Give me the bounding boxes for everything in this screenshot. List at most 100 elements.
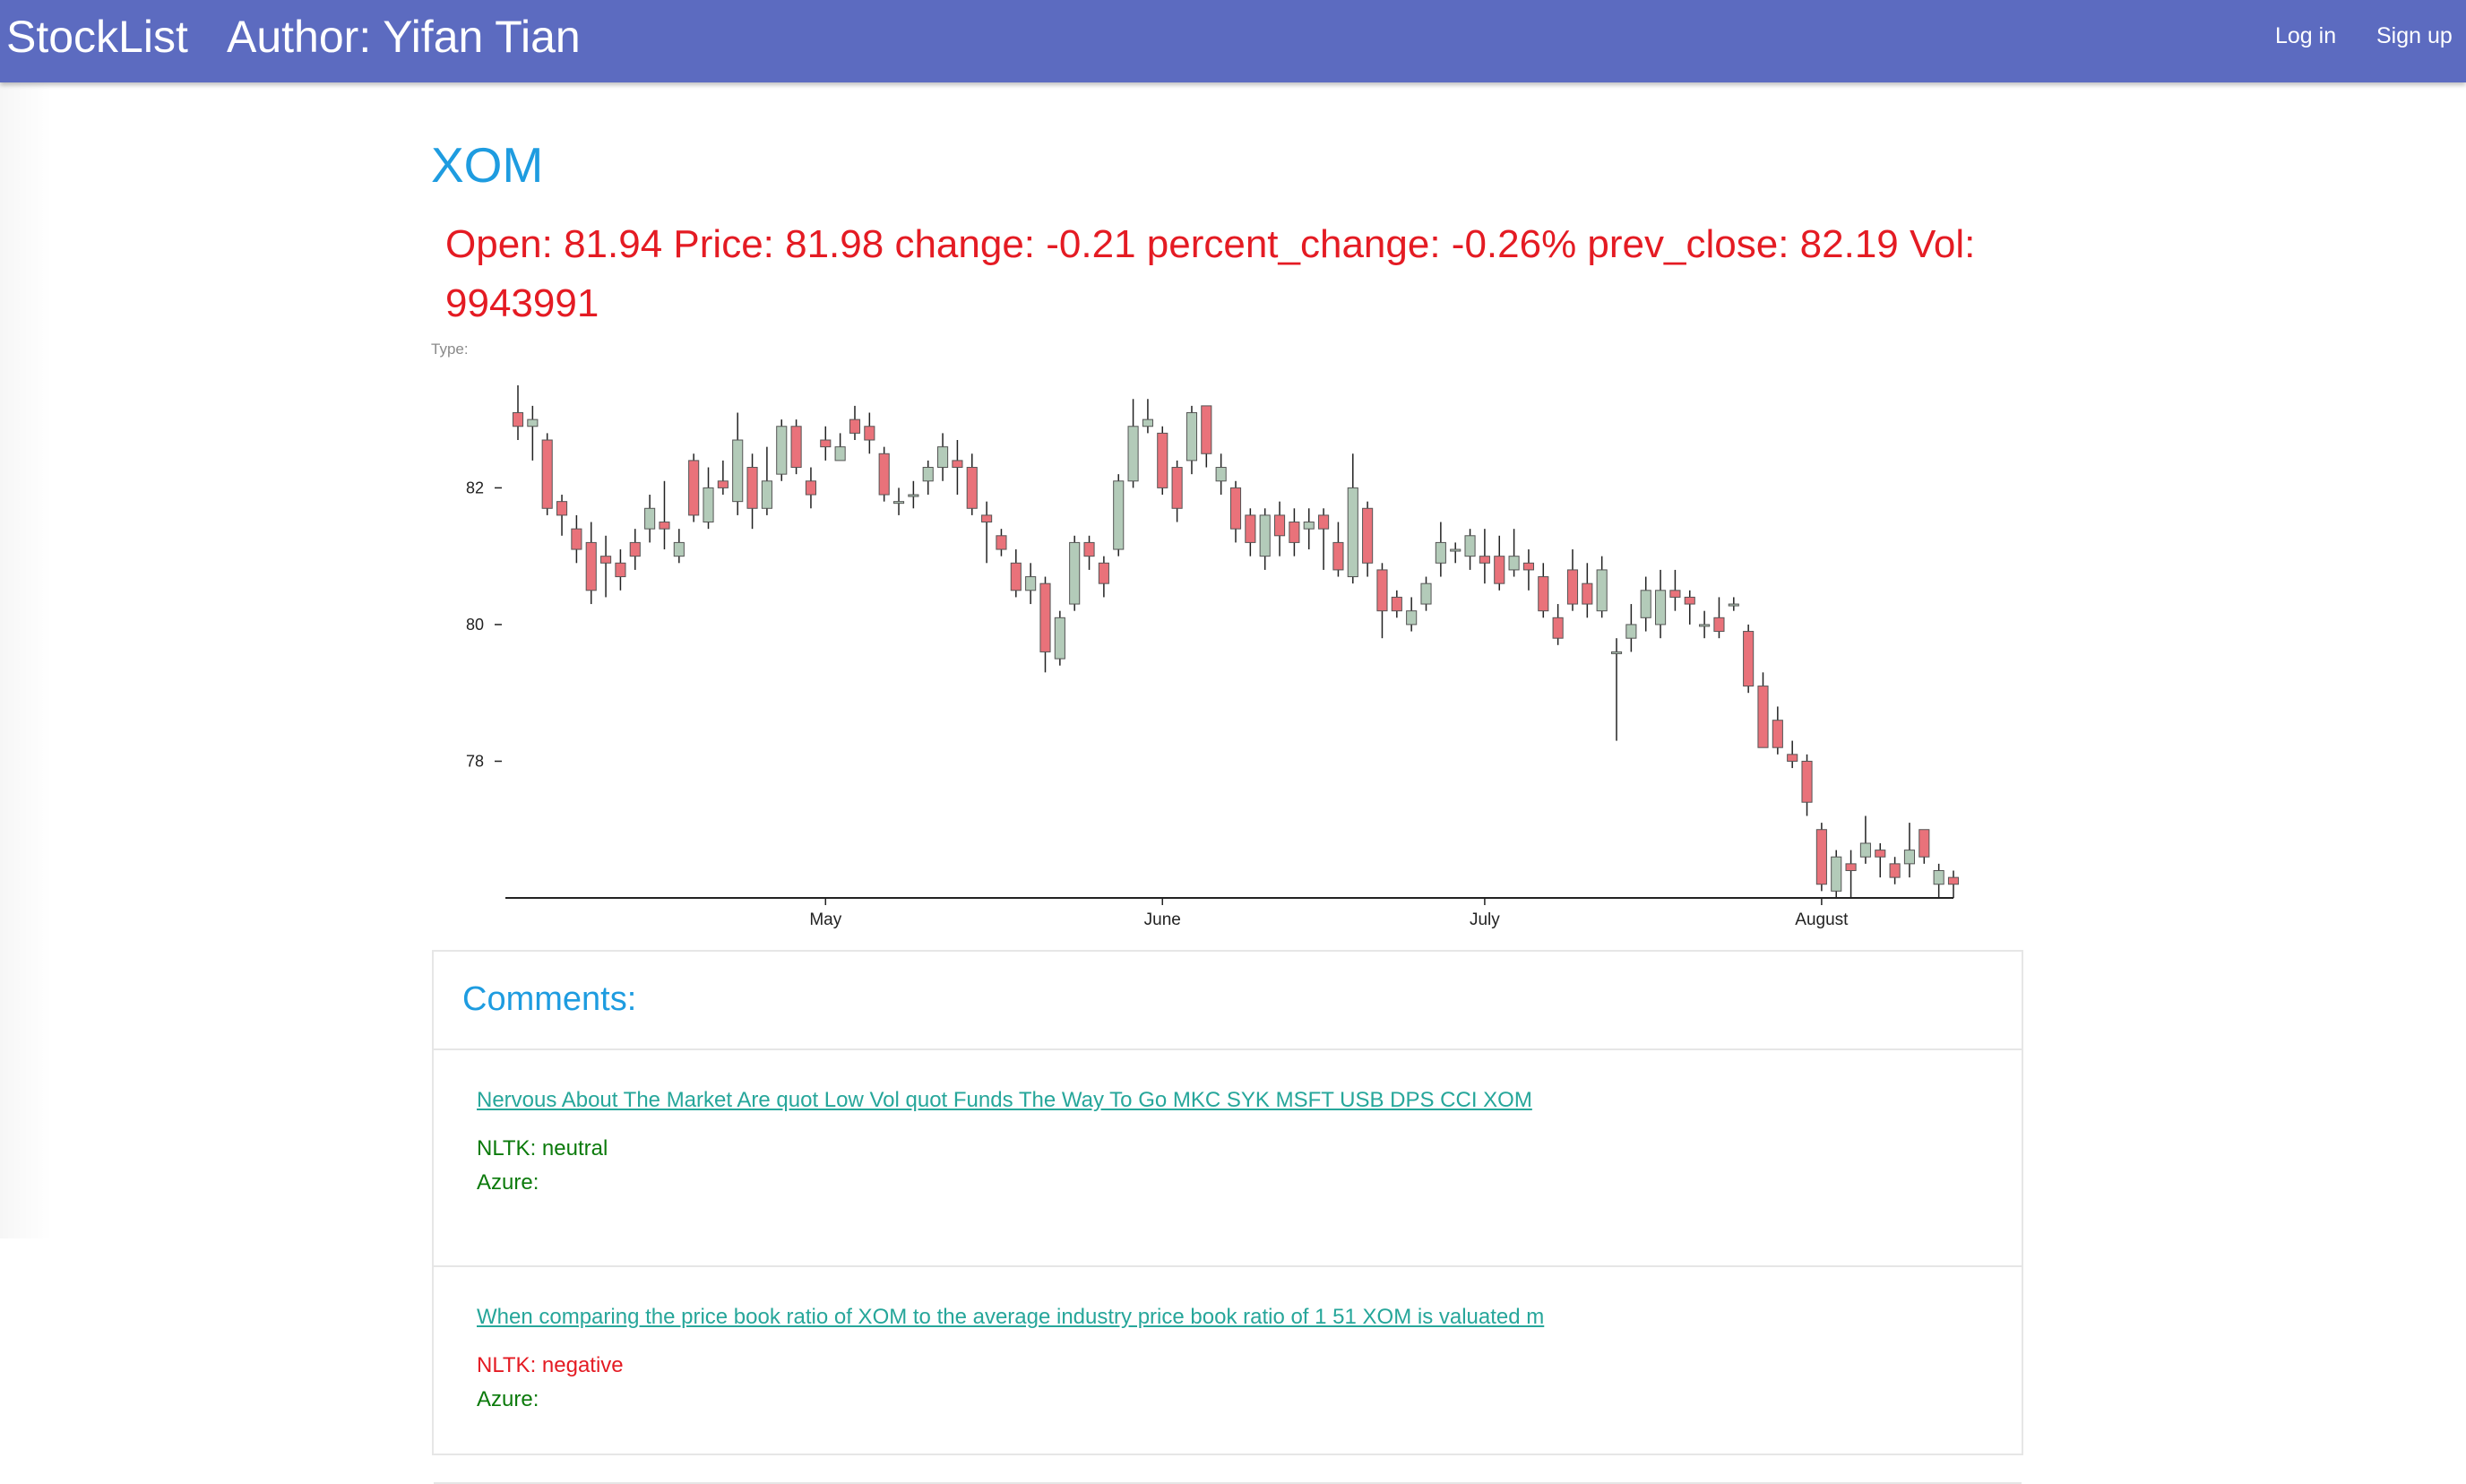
- nltk-sentiment: NLTK: neutral: [477, 1136, 608, 1160]
- candle: [1757, 672, 1769, 748]
- candle-body: [1010, 562, 1022, 591]
- comments-header: Comments:: [434, 952, 2022, 1050]
- candle-body: [996, 535, 1007, 550]
- candle-body: [1538, 576, 1549, 612]
- candle-body: [1903, 850, 1916, 865]
- candle: [615, 549, 626, 591]
- candle: [1801, 754, 1813, 816]
- candle-body: [1039, 582, 1051, 652]
- candle: [1347, 453, 1358, 584]
- candle-body: [1947, 876, 1960, 885]
- candle-body: [1245, 514, 1256, 543]
- candle: [1025, 563, 1037, 605]
- candle-body: [1273, 514, 1286, 537]
- candle: [1259, 508, 1271, 570]
- candle: [834, 433, 846, 462]
- candle-body: [966, 467, 978, 509]
- candle: [1815, 823, 1827, 892]
- candle-body: [746, 467, 758, 509]
- candles-group: [512, 385, 1960, 898]
- candle: [1391, 590, 1402, 618]
- candle: [922, 460, 934, 496]
- candle-body: [644, 507, 656, 530]
- candle-body: [1845, 863, 1857, 871]
- candle: [1669, 569, 1681, 611]
- candle-body: [541, 439, 553, 509]
- candle: [746, 453, 758, 530]
- y-tick-label: 78: [466, 752, 484, 770]
- comments-title: Comments:: [462, 980, 637, 1018]
- signup-link[interactable]: Sign up: [2376, 23, 2453, 48]
- candle-body: [1347, 487, 1358, 578]
- candle-body: [1406, 610, 1418, 626]
- candle-body: [1875, 850, 1886, 858]
- candle: [1142, 399, 1153, 434]
- candle-body: [1933, 869, 1944, 885]
- candle: [1845, 850, 1857, 898]
- candle: [1376, 563, 1388, 639]
- candle: [1273, 501, 1286, 556]
- candle-body: [1127, 426, 1139, 482]
- comment-link[interactable]: When comparing the price book ratio of X…: [477, 1305, 1545, 1329]
- candle: [717, 460, 729, 496]
- candle: [966, 453, 978, 515]
- candle-body: [600, 556, 612, 564]
- candle-body: [1918, 829, 1930, 858]
- candle-body: [820, 439, 832, 448]
- candle-body: [952, 460, 963, 469]
- comment-link[interactable]: Nervous About The Market Are quot Low Vo…: [477, 1088, 1532, 1112]
- candle: [1362, 501, 1374, 577]
- candle-body: [1699, 624, 1711, 627]
- candle-body: [1113, 480, 1125, 550]
- candle-body: [1479, 556, 1490, 564]
- candle: [1610, 638, 1623, 741]
- candle: [1538, 563, 1549, 618]
- candle-body: [1743, 631, 1755, 687]
- candle: [673, 529, 685, 564]
- candle-body: [703, 487, 714, 523]
- candle-body: [761, 480, 772, 509]
- candle: [892, 487, 905, 515]
- brand-link[interactable]: StockList: [6, 12, 188, 62]
- login-link[interactable]: Log in: [2275, 23, 2337, 48]
- candle: [1083, 535, 1095, 570]
- candle-body: [1640, 590, 1651, 618]
- candle-body: [1142, 418, 1153, 427]
- candle-body: [1684, 596, 1695, 605]
- candle: [1582, 563, 1593, 618]
- candle: [1508, 529, 1520, 577]
- candle: [1728, 597, 1739, 611]
- candle: [1903, 823, 1916, 878]
- candle-body: [512, 412, 524, 427]
- candle: [1406, 597, 1418, 632]
- candle: [1522, 549, 1534, 591]
- candle-body: [1859, 842, 1871, 858]
- candle-body: [1566, 569, 1579, 605]
- candle-body: [981, 514, 993, 523]
- candle: [732, 412, 744, 515]
- candle: [1933, 863, 1944, 898]
- candle: [1494, 535, 1505, 591]
- candle-body: [1728, 603, 1739, 607]
- candle: [1831, 850, 1842, 898]
- candle-body: [688, 460, 700, 516]
- candle-body: [1201, 405, 1212, 454]
- candle-body: [1450, 548, 1461, 552]
- candle-body: [527, 418, 539, 427]
- candle-body: [1801, 760, 1813, 803]
- x-tick-label: June: [1144, 910, 1181, 929]
- candle: [1699, 610, 1711, 639]
- candle: [864, 412, 875, 454]
- candlestick-chart: 82 80 78 May June July August: [466, 385, 1960, 929]
- candle: [952, 440, 963, 496]
- candle-body: [892, 501, 905, 505]
- candle-body: [864, 426, 875, 441]
- candle-body: [1508, 556, 1520, 571]
- candle-body: [673, 541, 685, 557]
- candle: [659, 480, 670, 550]
- candle-body: [1435, 541, 1446, 564]
- candle-body: [1259, 514, 1271, 557]
- candle-body: [1552, 617, 1564, 639]
- candle-body: [805, 480, 816, 496]
- comment-item: When comparing the price book ratio of X…: [434, 1267, 2022, 1484]
